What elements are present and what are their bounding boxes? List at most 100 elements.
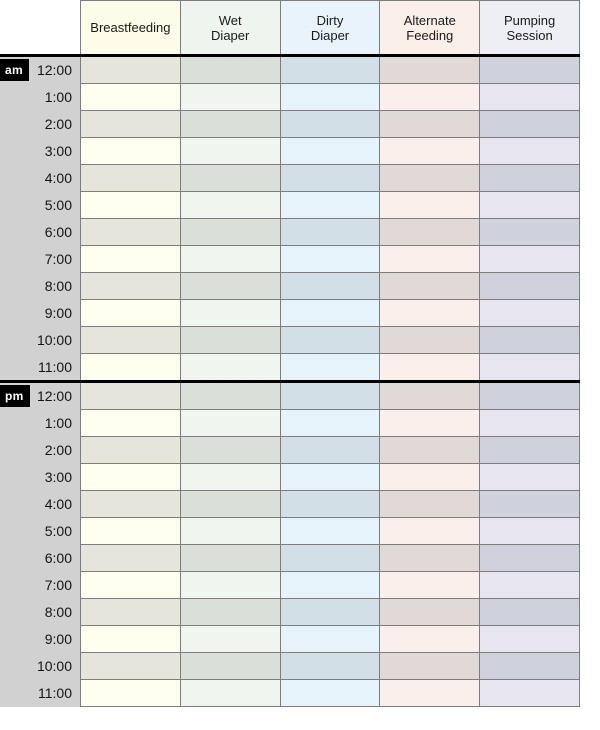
entry-cell-pumping-session[interactable] xyxy=(479,436,580,464)
entry-cell-pumping-session[interactable] xyxy=(479,353,580,382)
entry-cell-alternate-feeding[interactable] xyxy=(379,191,481,219)
entry-cell-breastfeeding[interactable] xyxy=(80,409,181,437)
entry-cell-pumping-session[interactable] xyxy=(479,110,580,138)
entry-cell-dirty-diaper[interactable] xyxy=(279,54,381,84)
entry-cell-alternate-feeding[interactable] xyxy=(379,598,481,626)
entry-cell-breastfeeding[interactable] xyxy=(80,571,181,599)
entry-cell-dirty-diaper[interactable] xyxy=(279,353,381,382)
entry-cell-wet-diaper[interactable] xyxy=(179,409,281,437)
entry-cell-pumping-session[interactable] xyxy=(479,679,580,707)
entry-cell-breastfeeding[interactable] xyxy=(80,679,181,707)
entry-cell-alternate-feeding[interactable] xyxy=(379,299,481,327)
entry-cell-breastfeeding[interactable] xyxy=(80,83,181,111)
entry-cell-wet-diaper[interactable] xyxy=(179,652,281,680)
entry-cell-dirty-diaper[interactable] xyxy=(279,409,381,437)
entry-cell-dirty-diaper[interactable] xyxy=(279,679,381,707)
entry-cell-alternate-feeding[interactable] xyxy=(379,436,481,464)
entry-cell-dirty-diaper[interactable] xyxy=(279,517,381,545)
entry-cell-alternate-feeding[interactable] xyxy=(379,272,481,300)
entry-cell-wet-diaper[interactable] xyxy=(179,353,281,382)
entry-cell-alternate-feeding[interactable] xyxy=(379,409,481,437)
entry-cell-pumping-session[interactable] xyxy=(479,83,580,111)
entry-cell-dirty-diaper[interactable] xyxy=(279,110,381,138)
entry-cell-alternate-feeding[interactable] xyxy=(379,54,481,84)
entry-cell-breastfeeding[interactable] xyxy=(80,218,181,246)
entry-cell-pumping-session[interactable] xyxy=(479,164,580,192)
entry-cell-breastfeeding[interactable] xyxy=(80,598,181,626)
entry-cell-pumping-session[interactable] xyxy=(479,218,580,246)
entry-cell-wet-diaper[interactable] xyxy=(179,164,281,192)
entry-cell-pumping-session[interactable] xyxy=(479,272,580,300)
entry-cell-pumping-session[interactable] xyxy=(479,191,580,219)
entry-cell-alternate-feeding[interactable] xyxy=(379,463,481,491)
entry-cell-wet-diaper[interactable] xyxy=(179,137,281,165)
entry-cell-wet-diaper[interactable] xyxy=(179,598,281,626)
entry-cell-dirty-diaper[interactable] xyxy=(279,598,381,626)
entry-cell-dirty-diaper[interactable] xyxy=(279,463,381,491)
entry-cell-pumping-session[interactable] xyxy=(479,490,580,518)
entry-cell-breastfeeding[interactable] xyxy=(80,299,181,327)
entry-cell-alternate-feeding[interactable] xyxy=(379,625,481,653)
entry-cell-dirty-diaper[interactable] xyxy=(279,218,381,246)
entry-cell-dirty-diaper[interactable] xyxy=(279,380,381,410)
entry-cell-breastfeeding[interactable] xyxy=(80,164,181,192)
entry-cell-breastfeeding[interactable] xyxy=(80,463,181,491)
entry-cell-alternate-feeding[interactable] xyxy=(379,353,481,382)
entry-cell-wet-diaper[interactable] xyxy=(179,544,281,572)
entry-cell-pumping-session[interactable] xyxy=(479,544,580,572)
entry-cell-pumping-session[interactable] xyxy=(479,598,580,626)
entry-cell-dirty-diaper[interactable] xyxy=(279,326,381,354)
entry-cell-alternate-feeding[interactable] xyxy=(379,245,481,273)
entry-cell-wet-diaper[interactable] xyxy=(179,679,281,707)
entry-cell-breastfeeding[interactable] xyxy=(80,245,181,273)
entry-cell-dirty-diaper[interactable] xyxy=(279,490,381,518)
entry-cell-pumping-session[interactable] xyxy=(479,326,580,354)
entry-cell-alternate-feeding[interactable] xyxy=(379,218,481,246)
entry-cell-breastfeeding[interactable] xyxy=(80,517,181,545)
entry-cell-wet-diaper[interactable] xyxy=(179,218,281,246)
entry-cell-wet-diaper[interactable] xyxy=(179,380,281,410)
entry-cell-dirty-diaper[interactable] xyxy=(279,137,381,165)
entry-cell-wet-diaper[interactable] xyxy=(179,571,281,599)
entry-cell-pumping-session[interactable] xyxy=(479,137,580,165)
entry-cell-wet-diaper[interactable] xyxy=(179,326,281,354)
entry-cell-breastfeeding[interactable] xyxy=(80,326,181,354)
entry-cell-breastfeeding[interactable] xyxy=(80,652,181,680)
entry-cell-wet-diaper[interactable] xyxy=(179,490,281,518)
entry-cell-alternate-feeding[interactable] xyxy=(379,83,481,111)
entry-cell-breastfeeding[interactable] xyxy=(80,625,181,653)
entry-cell-pumping-session[interactable] xyxy=(479,463,580,491)
entry-cell-breastfeeding[interactable] xyxy=(80,272,181,300)
entry-cell-dirty-diaper[interactable] xyxy=(279,625,381,653)
entry-cell-dirty-diaper[interactable] xyxy=(279,544,381,572)
entry-cell-breastfeeding[interactable] xyxy=(80,490,181,518)
entry-cell-alternate-feeding[interactable] xyxy=(379,544,481,572)
entry-cell-wet-diaper[interactable] xyxy=(179,436,281,464)
entry-cell-alternate-feeding[interactable] xyxy=(379,137,481,165)
entry-cell-dirty-diaper[interactable] xyxy=(279,272,381,300)
entry-cell-pumping-session[interactable] xyxy=(479,571,580,599)
entry-cell-pumping-session[interactable] xyxy=(479,625,580,653)
entry-cell-dirty-diaper[interactable] xyxy=(279,571,381,599)
entry-cell-breastfeeding[interactable] xyxy=(80,353,181,382)
entry-cell-alternate-feeding[interactable] xyxy=(379,517,481,545)
entry-cell-breastfeeding[interactable] xyxy=(80,191,181,219)
entry-cell-alternate-feeding[interactable] xyxy=(379,490,481,518)
entry-cell-wet-diaper[interactable] xyxy=(179,83,281,111)
entry-cell-breastfeeding[interactable] xyxy=(80,436,181,464)
entry-cell-pumping-session[interactable] xyxy=(479,652,580,680)
entry-cell-breastfeeding[interactable] xyxy=(80,110,181,138)
entry-cell-dirty-diaper[interactable] xyxy=(279,191,381,219)
entry-cell-wet-diaper[interactable] xyxy=(179,625,281,653)
entry-cell-wet-diaper[interactable] xyxy=(179,110,281,138)
entry-cell-alternate-feeding[interactable] xyxy=(379,380,481,410)
entry-cell-breastfeeding[interactable] xyxy=(80,544,181,572)
entry-cell-breastfeeding[interactable] xyxy=(80,137,181,165)
entry-cell-pumping-session[interactable] xyxy=(479,245,580,273)
entry-cell-pumping-session[interactable] xyxy=(479,54,580,84)
entry-cell-pumping-session[interactable] xyxy=(479,380,580,410)
entry-cell-breastfeeding[interactable] xyxy=(80,380,181,410)
entry-cell-wet-diaper[interactable] xyxy=(179,517,281,545)
entry-cell-dirty-diaper[interactable] xyxy=(279,83,381,111)
entry-cell-pumping-session[interactable] xyxy=(479,409,580,437)
